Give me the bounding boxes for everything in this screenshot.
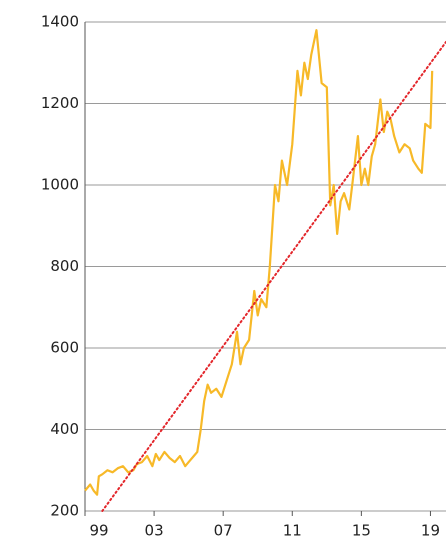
data-line (84, 29, 434, 496)
trend-line (101, 40, 446, 512)
x-tick-label: 11 (283, 522, 302, 540)
x-tick-label: 03 (145, 522, 164, 540)
x-tick-label: 99 (89, 522, 108, 540)
y-tick-label: 1000 (41, 176, 79, 194)
x-tick-label: 19 (421, 522, 440, 540)
y-tick-label: 800 (50, 257, 79, 275)
y-tick-label: 400 (50, 420, 79, 438)
x-tick-label: 07 (214, 522, 233, 540)
x-tick-label: 15 (352, 522, 371, 540)
y-tick-label: 600 (50, 339, 79, 357)
y-tick-label: 1200 (41, 94, 79, 112)
y-tick-label: 1400 (41, 13, 79, 31)
y-tick-label: 200 (50, 502, 79, 520)
